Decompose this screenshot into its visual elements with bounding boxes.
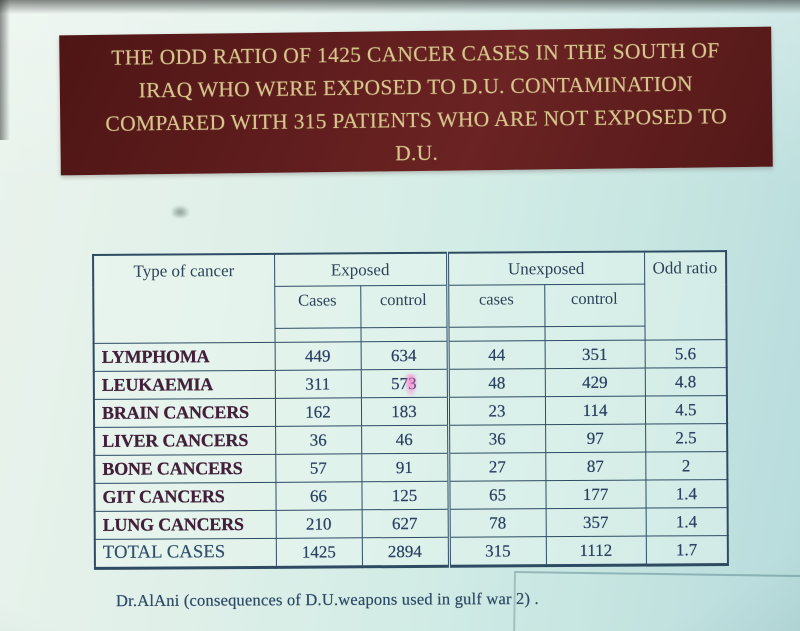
table-row-brain-cancers: BRAIN CANCERS 162 183 23 114 4.5 (93, 395, 728, 428)
table-row-lymphoma: LYMPHOMA 449 634 44 351 5.6 (93, 339, 727, 372)
row-label: TOTAL CASES (94, 538, 276, 569)
cell-value: 91 (361, 453, 449, 482)
table-row-total-cases: TOTAL CASES 1425 2894 315 1112 1.7 (94, 535, 728, 569)
row-label: LUNG CANCERS (94, 510, 276, 540)
cell-value: 183 (360, 397, 449, 426)
cell-value: 4.8 (644, 367, 727, 397)
header-exposed-cases: Cases (274, 285, 361, 329)
row-label: LEUKAEMIA (93, 370, 275, 400)
header-type-of-cancer: Type of cancer (93, 253, 275, 344)
cell-value: 1425 (275, 537, 362, 568)
table-header-row-groups: Type of cancer Exposed Unexposed Odd rat… (93, 251, 727, 344)
cell-value: 4.5 (644, 395, 728, 425)
cell-value: 2 (645, 451, 728, 481)
cell-value: 627 (361, 509, 449, 538)
cell-value: 36 (448, 424, 546, 454)
cell-value: 125 (361, 481, 449, 510)
cell-value: 46 (361, 425, 449, 454)
cell-value: 5.6 (644, 339, 727, 369)
cell-value: 357 (545, 508, 646, 537)
cell-value: 36 (275, 425, 362, 455)
table-row-liver-cancers: LIVER CANCERS 36 46 36 97 2.5 (94, 423, 728, 456)
header-unexposed-control: control (544, 284, 645, 327)
cancer-odd-ratio-table: Type of cancer Exposed Unexposed Odd rat… (92, 250, 729, 570)
row-label: GIT CANCERS (94, 482, 276, 512)
cell-value: 2894 (361, 537, 449, 567)
header-odd-ratio: Odd ratio (644, 251, 727, 341)
cell-value: 1.7 (645, 535, 728, 566)
cell-value: 48 (447, 368, 545, 398)
cell-value: 429 (544, 368, 645, 397)
cell-value: 351 (544, 340, 645, 369)
header-unexposed: Unexposed (447, 251, 645, 286)
header-unexposed-cases: cases (447, 284, 545, 328)
cell-value: 66 (275, 481, 362, 511)
cell-value: 2.5 (645, 423, 728, 453)
table-row-lung-cancers: LUNG CANCERS 210 627 78 357 1.4 (94, 507, 728, 540)
cell-value: 1112 (545, 536, 646, 566)
row-label: BONE CANCERS (94, 454, 276, 484)
cell-value: 162 (274, 397, 362, 427)
cell-value: 57 (275, 453, 362, 483)
cell-value: 97 (545, 424, 646, 453)
table-row-git-cancers: GIT CANCERS 66 125 65 177 1.4 (94, 479, 728, 512)
credit-caption: Dr.AlAni (consequences of D.U.weapons us… (115, 588, 539, 611)
cell-value: 311 (274, 369, 361, 399)
row-label: LYMPHOMA (93, 342, 275, 372)
cell-value: 87 (545, 452, 646, 481)
cell-value: 315 (448, 536, 546, 567)
cell-value: 23 (447, 396, 546, 426)
cell-value: 44 (447, 340, 545, 370)
cell-value: 78 (448, 508, 546, 538)
cell-value: 177 (545, 480, 646, 509)
title-banner: THE ODD RATIO OF 1425 CANCER CASES IN TH… (59, 26, 773, 176)
faint-rectangle-outline (512, 571, 800, 631)
cell-value: 449 (274, 341, 361, 371)
pink-artifact (405, 374, 418, 398)
row-label: LIVER CANCERS (94, 426, 276, 456)
cell-value: 114 (544, 396, 646, 425)
header-exposed: Exposed (274, 252, 448, 287)
cell-value: 634 (360, 341, 448, 370)
cell-value: 1.4 (645, 507, 728, 537)
cell-value: 1.4 (645, 479, 728, 509)
row-label: BRAIN CANCERS (93, 398, 276, 428)
cell-value: 27 (448, 452, 546, 482)
cell-value: 210 (275, 509, 362, 539)
header-exposed-control: control (360, 285, 448, 328)
photo-smudge (172, 205, 190, 218)
cell-value: 65 (448, 480, 546, 510)
table-row-bone-cancers: BONE CANCERS 57 91 27 87 2 (94, 451, 728, 484)
